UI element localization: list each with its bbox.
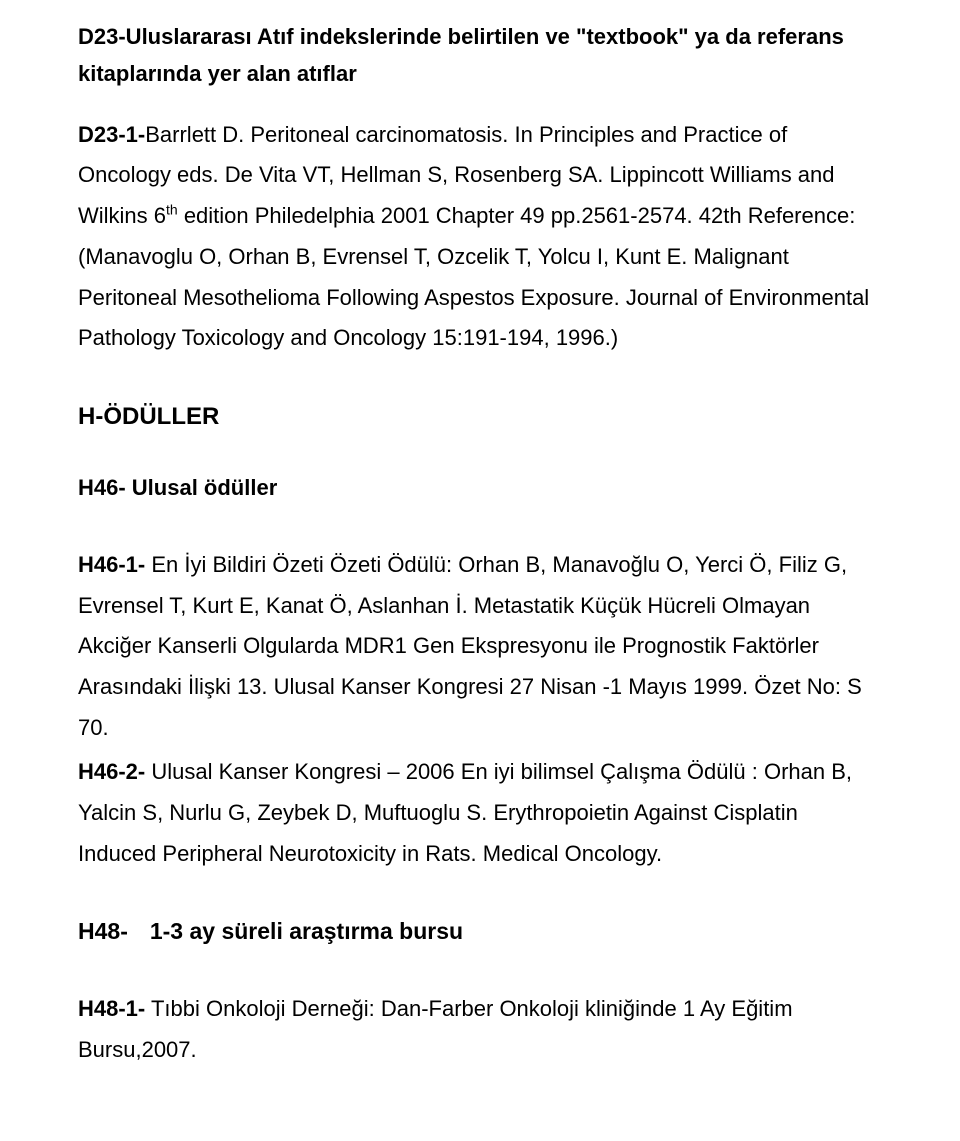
d23-item-1-sup: th [166,202,178,218]
h48-item-1-label: H48-1- [78,996,145,1021]
h48-title: H48- 1-3 ay süreli araştırma bursu [78,918,882,945]
h46-item-1: H46-1- En İyi Bildiri Özeti Özeti Ödülü:… [78,545,882,748]
d23-item-1: D23-1-Barrlett D. Peritoneal carcinomato… [78,115,882,359]
h46-title: H46- Ulusal ödüller [78,475,882,501]
h48-item-1: H48-1- Tıbbi Onkoloji Derneği: Dan-Farbe… [78,989,882,1070]
d23-item-1-label: D23-1- [78,122,145,147]
document-page: D23-Uluslararası Atıf indekslerinde beli… [0,0,960,1141]
h46-item-1-label: H46-1- [78,552,145,577]
h46-item-2: H46-2- Ulusal Kanser Kongresi – 2006 En … [78,752,882,874]
h48-title-prefix: H48- [78,918,128,944]
h48-item-1-text: Tıbbi Onkoloji Derneği: Dan-Farber Onkol… [78,996,793,1062]
h-oduller-title: H-ÖDÜLLER [78,403,882,431]
h46-item-1-text: En İyi Bildiri Özeti Özeti Ödülü: Orhan … [78,552,862,740]
d23-heading: D23-Uluslararası Atıf indekslerinde beli… [78,18,882,93]
h48-title-rest: 1-3 ay süreli araştırma bursu [150,918,463,944]
h46-item-2-label: H46-2- [78,759,145,784]
h46-item-2-text: Ulusal Kanser Kongresi – 2006 En iyi bil… [78,759,852,865]
d23-item-1-text-b: edition Philedelphia 2001 Chapter 49 pp.… [78,203,869,350]
